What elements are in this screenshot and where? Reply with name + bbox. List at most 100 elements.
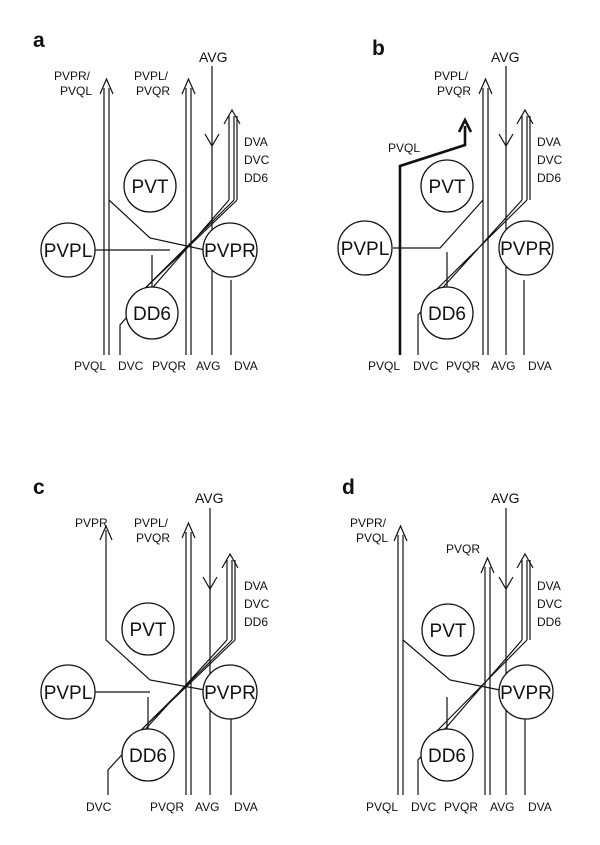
label-pvpr: PVPR/	[350, 516, 387, 530]
label-pvqr-top: PVQR	[136, 84, 170, 98]
cell-label-pvt: PVT	[429, 177, 466, 198]
panel-letter-b: b	[372, 37, 385, 60]
cell-pvpl	[40, 222, 96, 278]
label-bottom-pvql: PVQL	[366, 800, 398, 814]
axon-pvql	[103, 88, 110, 355]
label-pvpl: PVPL/	[134, 69, 169, 83]
axon-pvql-bold	[398, 126, 467, 355]
cell-dd6	[420, 286, 474, 340]
axon-pvpl	[393, 199, 484, 249]
label-pvqr-top: PVQR	[446, 542, 480, 556]
bundle-dva-dvc-dd6	[119, 116, 238, 355]
label-bottom-dvc: DVC	[118, 359, 144, 373]
cell-label-dd6: DD6	[428, 746, 466, 767]
axon-pvpr	[105, 530, 206, 691]
bundle-dva-dvc-dd6	[417, 116, 531, 355]
arrow-pvql-bold	[457, 117, 473, 133]
label-dd6-side: DD6	[537, 171, 561, 185]
label-bottom-avg: AVG	[490, 800, 514, 814]
label-bottom-dvc: DVC	[86, 800, 112, 814]
arrow-pvql	[393, 524, 408, 542]
label-bottom-pvqr: PVQR	[446, 359, 480, 373]
axon-pvqr	[482, 88, 489, 355]
label-pvql-top: PVQL	[60, 84, 92, 98]
cell-pvt	[420, 159, 474, 213]
cell-pvt	[123, 159, 177, 213]
arrow-avg	[498, 133, 514, 148]
label-avg-top: AVG	[491, 490, 520, 506]
cell-label-pvpr: PVPR	[500, 683, 552, 704]
arrow-avg	[202, 576, 218, 591]
label-dva-side: DVA	[244, 135, 268, 149]
cell-pvpr	[498, 664, 554, 720]
arrow-pvql	[99, 77, 114, 95]
cell-label-pvt: PVT	[430, 621, 467, 642]
cell-pvt	[421, 603, 475, 657]
cell-pvpr	[202, 222, 258, 278]
label-bottom-avg: AVG	[196, 359, 220, 373]
cell-label-pvpr: PVPR	[204, 683, 256, 704]
label-dd6-side: DD6	[244, 615, 268, 629]
cell-label-pvt: PVT	[132, 177, 169, 198]
arrow-avg	[204, 133, 220, 148]
axon-pvqr	[185, 88, 192, 355]
label-dvc-side: DVC	[244, 153, 270, 167]
cell-label-pvpr: PVPR	[500, 239, 552, 260]
arrow-bundle	[221, 552, 239, 569]
label-bottom-dvc: DVC	[411, 800, 437, 814]
cell-label-pvt: PVT	[130, 620, 167, 641]
label-pvql-branch: PVQL	[388, 141, 420, 155]
panel-letter-a: a	[33, 29, 45, 52]
label-bottom-dva: DVA	[234, 800, 258, 814]
cell-label-pvpl: PVPL	[44, 241, 93, 262]
cell-pvpr	[202, 664, 258, 720]
axon-pvqr	[185, 532, 192, 795]
label-bottom-pvqr: PVQR	[444, 800, 478, 814]
label-avg-top: AVG	[491, 49, 520, 65]
panel-letter-d: d	[342, 476, 355, 499]
cell-pvt	[121, 602, 175, 656]
arrow-pvqr	[181, 521, 196, 539]
bundle-dva-dvc-dd6	[107, 560, 236, 795]
cell-label-dd6: DD6	[129, 746, 167, 767]
label-bottom-avg: AVG	[491, 359, 515, 373]
label-bottom-dva: DVA	[528, 359, 552, 373]
label-pvpl: PVPL/	[134, 516, 169, 530]
label-pvpr: PVPR/	[54, 69, 91, 83]
axon-pvpr-cross	[108, 199, 206, 251]
bundle-dva-dvc-dd6	[417, 560, 531, 795]
label-bottom-pvqr: PVQR	[150, 800, 184, 814]
arrow-pvqr	[181, 77, 196, 95]
label-avg-top: AVG	[195, 490, 224, 506]
arrow-bundle	[516, 108, 534, 125]
panel-letter-c: c	[33, 476, 45, 499]
cell-dd6	[420, 728, 474, 782]
panel-a: a PVPR/ PVQL PVPL/ PVQR AVG DVA DVC DD6 …	[33, 29, 270, 373]
label-bottom-pvql: PVQL	[74, 359, 106, 373]
cell-label-pvpl: PVPL	[341, 239, 390, 260]
cell-pvpl	[337, 220, 393, 276]
label-pvpr: PVPR	[75, 516, 108, 530]
arrow-pvpr	[99, 524, 113, 541]
arrow-pvqr	[478, 77, 493, 95]
cell-dd6	[121, 728, 175, 782]
label-bottom-dva: DVA	[528, 800, 552, 814]
panel-b: b PVPL/ PVQR AVG PVQL DVA DVC DD6 PVT PV…	[337, 37, 563, 373]
axon-pvpr-cross	[402, 639, 501, 691]
arrow-bundle	[516, 552, 534, 569]
label-avg-top: AVG	[199, 49, 228, 65]
arrow-avg	[498, 576, 514, 591]
label-pvqr-top: PVQR	[136, 531, 170, 545]
label-bottom-dvc: DVC	[413, 359, 439, 373]
axon-pvqr	[484, 567, 491, 795]
arrow-pvqr	[480, 556, 495, 574]
label-dvc-side: DVC	[537, 153, 563, 167]
label-bottom-pvql: PVQL	[368, 359, 400, 373]
label-dvc-side: DVC	[537, 597, 563, 611]
panel-d: d PVPR/ PVQL PVQR AVG DVA DVC DD6 PVT PV…	[342, 476, 563, 814]
cell-label-dd6: DD6	[428, 304, 466, 325]
label-pvqr-top: PVQR	[437, 84, 471, 98]
label-bottom-avg: AVG	[195, 800, 219, 814]
cell-label-dd6: DD6	[133, 304, 171, 325]
